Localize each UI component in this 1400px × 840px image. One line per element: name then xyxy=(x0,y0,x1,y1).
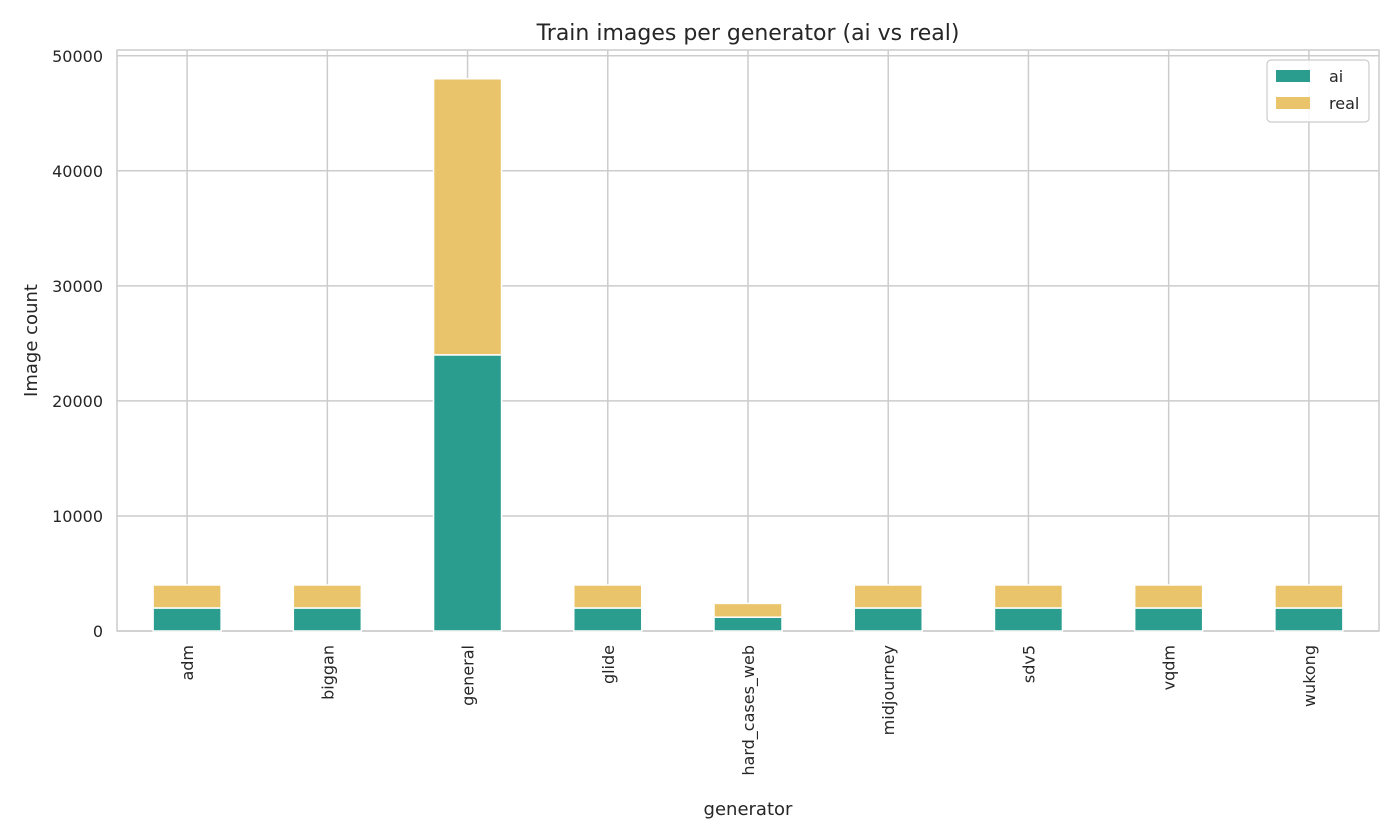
bars xyxy=(152,78,1344,632)
y-tick-label: 40000 xyxy=(52,162,103,181)
x-tick-label: midjourney xyxy=(879,645,898,735)
x-tick-label: adm xyxy=(178,645,197,681)
y-tick-label: 20000 xyxy=(52,392,103,411)
legend-label-real: real xyxy=(1329,94,1359,113)
x-tick-label: vqdm xyxy=(1160,645,1179,690)
x-axis-ticks: adm biggan general glide hard_cases_web midjo… xyxy=(178,645,1319,776)
x-tick-label: sdv5 xyxy=(1019,645,1038,683)
x-axis-label: generator xyxy=(704,799,793,820)
bar-ai-vqdm xyxy=(1133,607,1204,632)
bar-ai-midjourney xyxy=(853,607,923,632)
chart-title: Train images per generator (ai vs real) xyxy=(536,21,960,46)
x-tick-label: glide xyxy=(599,645,618,684)
y-axis-ticks: 0 10000 20000 30000 40000 50000 xyxy=(52,47,103,641)
bar-real-general xyxy=(432,78,503,356)
bar-real-sdv5 xyxy=(993,584,1064,609)
bar-real-adm xyxy=(152,584,222,609)
bar-ai-general xyxy=(432,354,503,632)
x-tick-label: hard_cases_web xyxy=(739,645,759,776)
bar-real-midjourney xyxy=(853,584,923,609)
legend-swatch-ai xyxy=(1276,70,1310,82)
bar-ai-adm xyxy=(152,607,222,632)
x-tick-label: wukong xyxy=(1300,645,1319,707)
y-tick-label: 30000 xyxy=(52,277,103,296)
y-tick-label: 0 xyxy=(93,622,103,641)
bar-real-biggan xyxy=(292,584,363,609)
bar-real-glide xyxy=(573,584,643,609)
legend-swatch-real xyxy=(1276,97,1310,109)
bar-real-hard_cases_web xyxy=(713,602,783,618)
y-tick-label: 50000 xyxy=(52,47,103,66)
x-tick-label: general xyxy=(459,645,478,706)
bar-ai-glide xyxy=(573,607,643,632)
bar-real-wukong xyxy=(1274,584,1344,609)
y-tick-label: 10000 xyxy=(52,507,103,526)
bar-real-vqdm xyxy=(1133,584,1204,609)
legend: ai real xyxy=(1266,59,1370,123)
bar-ai-sdv5 xyxy=(993,607,1064,632)
x-tick-label: biggan xyxy=(318,645,337,700)
bar-ai-wukong xyxy=(1274,607,1344,632)
y-axis-label: Image count xyxy=(21,284,42,397)
bar-ai-biggan xyxy=(292,607,363,632)
bar-ai-hard_cases_web xyxy=(713,616,783,632)
legend-label-ai: ai xyxy=(1329,67,1343,86)
